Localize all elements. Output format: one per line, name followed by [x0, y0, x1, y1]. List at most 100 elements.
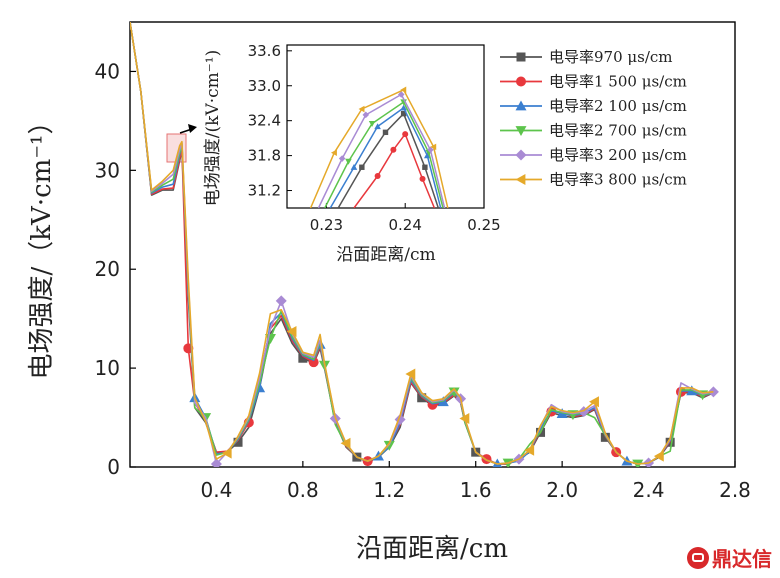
main-x-tick-labels: 0.4 0.8 1.2 1.6 2.0 2.4 2.8 — [201, 478, 751, 502]
legend-item: 电导率1 500 μs/cm — [500, 73, 687, 91]
inset-y-tick-label: 33.0 — [248, 77, 281, 95]
inset-data-point — [330, 149, 337, 156]
inset-data-point — [397, 91, 405, 98]
data-point — [340, 437, 351, 449]
inset-data-point — [422, 164, 428, 170]
inset-data-point — [359, 164, 365, 170]
inset-data-point — [400, 86, 407, 94]
legend-item: 电导率970 μs/cm — [500, 48, 673, 66]
legend-item: 电导率3 200 μs/cm — [500, 146, 687, 164]
data-point — [264, 334, 276, 344]
inset-data-point — [368, 120, 376, 127]
inset-line-1-500-s-cm — [353, 133, 436, 208]
main-x-tick-label: 1.6 — [460, 478, 492, 502]
legend-label: 电导率3 800 μs/cm — [549, 171, 687, 189]
inset-data-point — [362, 111, 370, 119]
main-y-tick-label: 30 — [95, 158, 120, 182]
inset-line-3-800-s-cm — [309, 89, 449, 208]
inset-data-point — [419, 175, 426, 182]
inset-data-point — [400, 110, 407, 117]
legend-item: 电导率2 100 μs/cm — [500, 97, 687, 115]
inset-axis-ticks — [287, 50, 485, 208]
data-point — [524, 444, 535, 456]
inset-y-tick-label: 31.8 — [248, 147, 281, 165]
main-x-tick-label: 2.4 — [633, 478, 665, 502]
inset-x-tick-label: 0.24 — [388, 216, 421, 234]
inset-data-point — [350, 163, 358, 170]
inset-data-point — [345, 158, 352, 165]
inset-line-3-200-s-cm — [317, 93, 446, 208]
inset-line-970-s-cm — [337, 112, 440, 208]
legend: 电导率970 μs/cm 电导率1 500 μs/cm 电导率2 100 μs/cm… — [500, 48, 687, 189]
main-x-tick-label: 2.8 — [719, 478, 751, 502]
legend-marker — [516, 52, 526, 62]
inset-line-2-100-s-cm — [329, 107, 442, 208]
data-point — [448, 387, 460, 398]
data-point — [589, 396, 599, 408]
y-axis-title: 电场强度/（kV·cm⁻¹） — [27, 109, 57, 380]
data-point — [492, 458, 503, 467]
main-x-tick-label: 0.8 — [287, 478, 319, 502]
data-point — [210, 458, 222, 467]
main-y-tick-label: 0 — [107, 455, 120, 479]
legend-label: 电导率1 500 μs/cm — [549, 73, 687, 91]
main-y-tick-label: 20 — [95, 257, 120, 281]
legend-marker — [515, 149, 527, 161]
inset-y-tick-label: 32.4 — [248, 112, 281, 130]
main-plot-frame — [129, 21, 736, 468]
main-y-tick-labels: 0 10 20 30 40 — [95, 59, 120, 479]
legend-label: 电导率970 μs/cm — [549, 48, 673, 66]
main-y-tick-label: 10 — [95, 356, 120, 380]
inset-y-axis-title: 电场强度/(kV·cm⁻¹) — [203, 50, 223, 206]
data-point — [481, 454, 492, 465]
x-axis-title: 沿面距离/cm — [356, 534, 508, 564]
legend-label: 电导率2 100 μs/cm — [549, 97, 687, 115]
inset-data-point — [338, 155, 346, 162]
data-point — [459, 413, 470, 425]
data-point — [221, 447, 232, 459]
inset-x-tick-labels: 0.23 0.24 0.25 — [310, 216, 501, 234]
data-point — [275, 295, 287, 307]
main-series-group — [130, 22, 719, 467]
zoom-arrow-head — [188, 124, 197, 133]
legend-marker — [515, 100, 527, 111]
legend-label: 电导率3 200 μs/cm — [549, 146, 687, 164]
data-point — [405, 368, 416, 380]
inset-data-point — [358, 105, 365, 113]
data-point — [286, 326, 297, 338]
main-x-tick-label: 1.2 — [373, 478, 405, 502]
inset-plot-frame — [286, 44, 485, 209]
inset-y-tick-labels: 31.2 31.8 32.4 33.0 33.6 — [248, 42, 281, 200]
watermark-text: 鼎达信 — [712, 547, 772, 571]
inset-x-axis-title: 沿面距离/cm — [336, 245, 435, 265]
data-point — [298, 353, 308, 363]
watermark: 鼎达信 — [687, 543, 772, 572]
inset-x-tick-label: 0.23 — [310, 216, 343, 234]
inset-y-tick-label: 31.2 — [248, 182, 281, 200]
data-point — [233, 437, 243, 447]
inset-data-point — [430, 143, 437, 151]
inset-line-2-700-s-cm — [324, 101, 444, 208]
legend-label: 电导率2 700 μs/cm — [549, 122, 687, 140]
legend-marker — [516, 76, 526, 87]
legend-marker — [515, 126, 527, 136]
main-y-tick-label: 40 — [95, 59, 120, 83]
inset-series-group — [309, 86, 449, 208]
legend-item: 电导率3 800 μs/cm — [500, 171, 687, 189]
main-axis-ticks — [130, 70, 736, 468]
main-x-tick-label: 0.4 — [201, 478, 233, 502]
inset-data-point — [390, 146, 397, 153]
data-point — [383, 440, 395, 451]
inset-x-tick-label: 0.25 — [467, 216, 500, 234]
inset-data-point — [402, 131, 409, 138]
inset-y-tick-label: 33.6 — [248, 42, 281, 60]
data-point — [653, 450, 664, 462]
main-x-tick-label: 2.0 — [546, 478, 578, 502]
inset-data-point — [423, 152, 431, 159]
legend-item: 电导率2 700 μs/cm — [500, 122, 687, 140]
inset-data-point — [374, 123, 381, 130]
inset-data-point — [400, 104, 407, 111]
inset-data-point — [374, 172, 381, 179]
inset-data-point — [382, 129, 389, 136]
